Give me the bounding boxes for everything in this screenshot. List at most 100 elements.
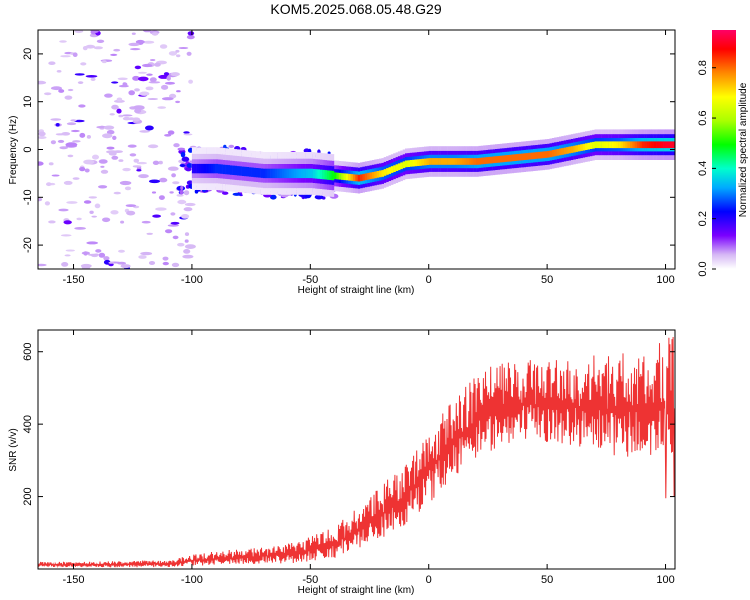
heatmap-ridge-cell xyxy=(596,141,600,149)
heatmap-noise-cell xyxy=(182,254,194,259)
heatmap-noise-cell xyxy=(64,95,73,100)
heatmap-noise-cell xyxy=(111,81,119,84)
heatmap-noise-cell xyxy=(74,73,85,76)
heatmap-noise-cell xyxy=(187,31,195,36)
heatmap-ridge-cell xyxy=(379,170,382,178)
heatmap-ridge-cell xyxy=(286,168,290,179)
heatmap-noise-cell xyxy=(151,32,159,36)
heatmap-noise-cell xyxy=(72,52,78,57)
heatmap-noise-cell xyxy=(96,39,105,43)
heatmap-noise-cell xyxy=(46,182,52,187)
heatmap-noise-cell xyxy=(112,135,117,140)
heatmap-noise-cell xyxy=(128,42,140,47)
heatmap-noise-cell xyxy=(51,174,60,177)
heatmap-ridge-cell xyxy=(532,152,536,160)
heatmap-noise-cell xyxy=(65,142,78,147)
heatmap-cloud-cell xyxy=(232,192,241,196)
heatmap-ridge-cell xyxy=(644,141,647,149)
heatmap-noise-cell xyxy=(135,39,145,44)
heatmap-cloud-cell xyxy=(314,194,324,200)
heatmap-noise-cell xyxy=(103,256,110,261)
heatmap-ridge-cell xyxy=(563,147,567,155)
heatmap-ridge-cell xyxy=(371,172,375,179)
heatmap-ridge-cell xyxy=(206,163,209,174)
heatmap-noise-cell xyxy=(150,59,156,61)
heatmap-ridge-cell xyxy=(222,164,226,175)
heatmap-noise-cell xyxy=(90,77,96,81)
heatmap-noise-cell xyxy=(138,255,147,259)
heatmap-noise-cell xyxy=(138,174,149,179)
colorbar-tick-label: 0.8 xyxy=(697,60,709,75)
heatmap-ridge-cell xyxy=(599,141,602,149)
heatmap-noise-cell xyxy=(87,253,100,256)
heatmap-noise-cell xyxy=(152,160,160,165)
heatmap-noise-cell xyxy=(184,202,196,207)
heatmap-ridge-cell xyxy=(656,141,659,149)
heatmap-noise-cell xyxy=(172,235,179,240)
snr-x-axis-label: Height of straight line (km) xyxy=(298,585,415,596)
y-tick-label: -10 xyxy=(22,189,34,205)
heatmap-noise-cell xyxy=(100,165,105,168)
heatmap-noise-cell xyxy=(111,155,119,160)
heatmap-noise-cell xyxy=(167,166,179,171)
heatmap-noise-cell xyxy=(138,76,149,82)
heatmap-ridge-cell xyxy=(412,159,415,167)
heatmap-noise-cell xyxy=(171,262,180,268)
heatmap-noise-cell xyxy=(106,146,115,150)
heatmap-noise-cell xyxy=(158,160,163,165)
y-tick-label: 600 xyxy=(22,343,34,361)
heatmap-ridge-cell xyxy=(355,174,358,182)
heatmap-ridge-cell xyxy=(284,168,287,179)
heatmap-ridge-cell xyxy=(575,145,579,152)
heatmap-ridge-cell xyxy=(542,151,545,159)
heatmap-noise-cell xyxy=(184,232,190,237)
heatmap-noise-cell xyxy=(133,158,140,163)
heatmap-noise-cell xyxy=(131,32,136,35)
heatmap-noise-cell xyxy=(85,44,96,49)
heatmap-noise-cell xyxy=(110,53,118,57)
heatmap-noise-cell xyxy=(98,252,106,258)
heatmap-ridge-cell xyxy=(622,141,626,149)
heatmap-ridge-cell xyxy=(587,142,590,150)
heatmap-ridge-cell xyxy=(239,166,242,176)
heatmap-ridge-cell xyxy=(201,163,204,174)
heatmap-ridge-cell xyxy=(457,158,460,165)
heatmap-ridge-cell xyxy=(637,141,640,149)
heatmap-cloud-cell xyxy=(223,144,227,149)
heatmap-ridge-cell xyxy=(308,168,311,179)
heatmap-ridge-cell xyxy=(487,156,491,164)
heatmap-noise-cell xyxy=(128,90,135,96)
heatmap-noise-cell xyxy=(58,89,65,93)
heatmap-ridge-cell xyxy=(279,168,283,179)
heatmap-ridge-cell xyxy=(352,174,356,182)
heatmap-ridge-cell xyxy=(263,168,266,179)
heatmap-noise-cell xyxy=(66,122,77,126)
heatmap-noise-cell xyxy=(126,210,136,216)
heatmap-ridge-cell xyxy=(634,141,638,149)
heatmap-noise-cell xyxy=(159,44,168,49)
heatmap-noise-cell xyxy=(95,249,102,253)
heatmap-noise-cell xyxy=(136,161,147,165)
heatmap-noise-cell xyxy=(72,140,81,143)
heatmap-noise-cell xyxy=(113,48,121,52)
heatmap-ridge-cell xyxy=(374,171,377,179)
heatmap-ridge-cell xyxy=(544,151,548,158)
heatmap-noise-cell xyxy=(145,125,154,131)
heatmap-noise-cell xyxy=(70,129,80,133)
heatmap-ridge-cell xyxy=(573,145,576,153)
x-tick-label: -150 xyxy=(63,574,85,586)
heatmap-noise-cell xyxy=(102,217,111,223)
heatmap-ridge-cell xyxy=(194,163,197,174)
heatmap-ridge-cell xyxy=(535,152,538,159)
heatmap-cloud-cell xyxy=(186,163,194,168)
heatmap-noise-cell xyxy=(176,194,184,197)
heatmap-ridge-cell xyxy=(480,157,484,165)
heatmap-cloud-cell xyxy=(180,151,186,158)
heatmap-noise-cell xyxy=(162,256,169,261)
heatmap-noise-cell xyxy=(118,159,124,162)
heatmap-noise-cell xyxy=(93,46,104,50)
snr-panel: -150 -100 -50 0 50 100 200 400 600 Height of st… xyxy=(8,329,676,596)
x-tick-label: -50 xyxy=(302,274,318,286)
heatmap-ridge-cell xyxy=(570,146,574,153)
